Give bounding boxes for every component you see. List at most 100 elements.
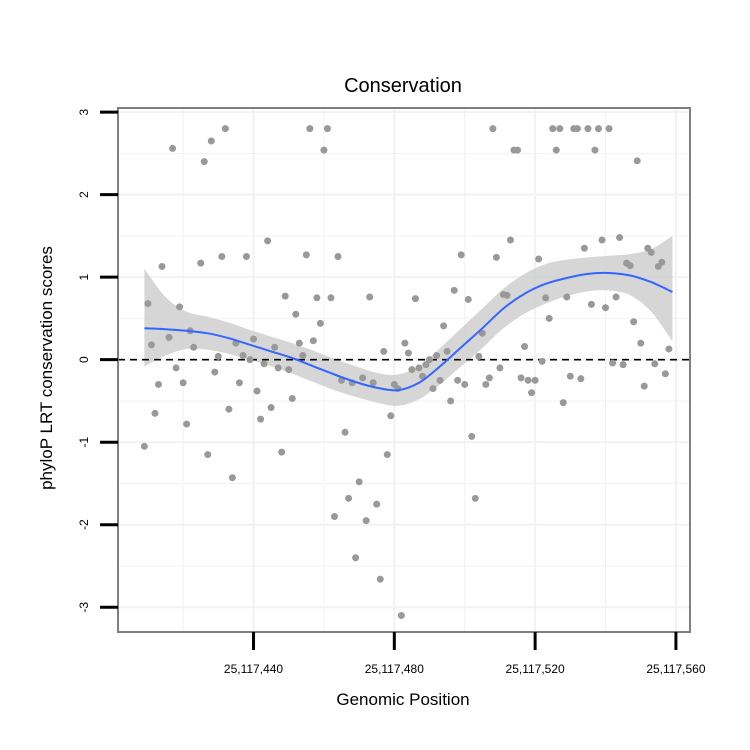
y-tick-label: 1 xyxy=(77,274,91,281)
data-point xyxy=(271,343,279,351)
y-axis-label: phyloP LRT conservation scores xyxy=(37,246,56,490)
data-point xyxy=(404,349,412,357)
data-point xyxy=(165,333,173,341)
data-point xyxy=(408,366,416,374)
data-point xyxy=(454,376,462,384)
data-point xyxy=(535,255,543,263)
data-point xyxy=(320,146,328,154)
data-point xyxy=(422,361,430,369)
grid-lines xyxy=(118,108,690,632)
data-point xyxy=(147,341,155,349)
data-point xyxy=(239,352,247,360)
data-point xyxy=(144,300,152,308)
data-point xyxy=(517,374,525,382)
data-point xyxy=(376,575,384,583)
x-axis-label: Genomic Position xyxy=(336,690,469,709)
data-point xyxy=(211,368,219,376)
data-point xyxy=(218,253,226,261)
data-point xyxy=(580,244,588,252)
data-point xyxy=(556,125,564,133)
data-point xyxy=(154,380,162,388)
data-point xyxy=(503,291,511,299)
data-point xyxy=(496,364,504,372)
data-point xyxy=(330,512,338,520)
data-point xyxy=(573,125,581,133)
data-point xyxy=(172,364,180,372)
data-point xyxy=(158,262,166,270)
data-point xyxy=(200,158,208,166)
data-point xyxy=(433,352,441,360)
data-point xyxy=(538,357,546,365)
data-point xyxy=(651,360,659,368)
data-point xyxy=(647,248,655,256)
data-point xyxy=(264,237,272,245)
data-point xyxy=(485,374,493,382)
data-point xyxy=(415,364,423,372)
data-point xyxy=(309,337,317,345)
data-point xyxy=(204,451,212,459)
data-point xyxy=(207,137,215,145)
data-point xyxy=(475,352,483,360)
data-point xyxy=(609,359,617,367)
data-point xyxy=(366,293,374,301)
data-point xyxy=(584,125,592,133)
data-point xyxy=(587,300,595,308)
data-point xyxy=(528,389,536,397)
data-point xyxy=(359,374,367,382)
data-point xyxy=(549,125,557,133)
data-point xyxy=(637,339,645,347)
data-point xyxy=(468,432,476,440)
data-point xyxy=(355,478,363,486)
data-point xyxy=(598,236,606,244)
data-point xyxy=(524,376,532,384)
data-point xyxy=(246,356,254,364)
data-point xyxy=(464,295,472,303)
data-point xyxy=(313,294,321,302)
y-tick-label: -2 xyxy=(77,519,91,530)
data-point xyxy=(591,146,599,154)
y-tick-label: 2 xyxy=(77,191,91,198)
data-point xyxy=(461,380,469,388)
panel-frame xyxy=(117,107,691,633)
data-point xyxy=(478,329,486,337)
data-point xyxy=(250,335,258,343)
x-tick-label: 25,117,480 xyxy=(365,662,424,676)
data-point xyxy=(616,234,624,242)
data-point xyxy=(235,379,243,387)
data-point xyxy=(302,251,310,259)
data-point xyxy=(436,376,444,384)
data-point xyxy=(443,347,451,355)
smooth-curve xyxy=(144,271,673,392)
data-point xyxy=(242,253,250,261)
data-point xyxy=(292,310,300,318)
data-point xyxy=(257,415,265,423)
data-point xyxy=(179,379,187,387)
y-tick-label: 0 xyxy=(77,356,91,363)
data-point xyxy=(577,375,585,383)
data-point xyxy=(640,382,648,390)
data-point xyxy=(489,125,497,133)
data-point xyxy=(190,343,198,351)
data-point xyxy=(397,611,405,619)
data-point xyxy=(471,494,479,502)
data-point xyxy=(327,294,335,302)
data-point xyxy=(260,360,268,368)
confidence-band xyxy=(144,235,673,406)
data-point xyxy=(169,144,177,152)
data-point xyxy=(612,293,620,301)
data-point xyxy=(429,385,437,393)
data-point xyxy=(630,318,638,326)
data-point xyxy=(345,494,353,502)
data-point xyxy=(506,236,514,244)
data-point xyxy=(559,399,567,407)
x-tick-label: 25,117,560 xyxy=(646,662,705,676)
confidence-ribbon xyxy=(144,235,673,406)
data-point xyxy=(492,253,500,261)
data-point xyxy=(281,292,289,300)
data-point xyxy=(341,428,349,436)
data-point xyxy=(140,442,148,450)
x-tick-label: 25,117,440 xyxy=(224,662,283,676)
data-point xyxy=(426,356,434,364)
data-point xyxy=(253,387,261,395)
